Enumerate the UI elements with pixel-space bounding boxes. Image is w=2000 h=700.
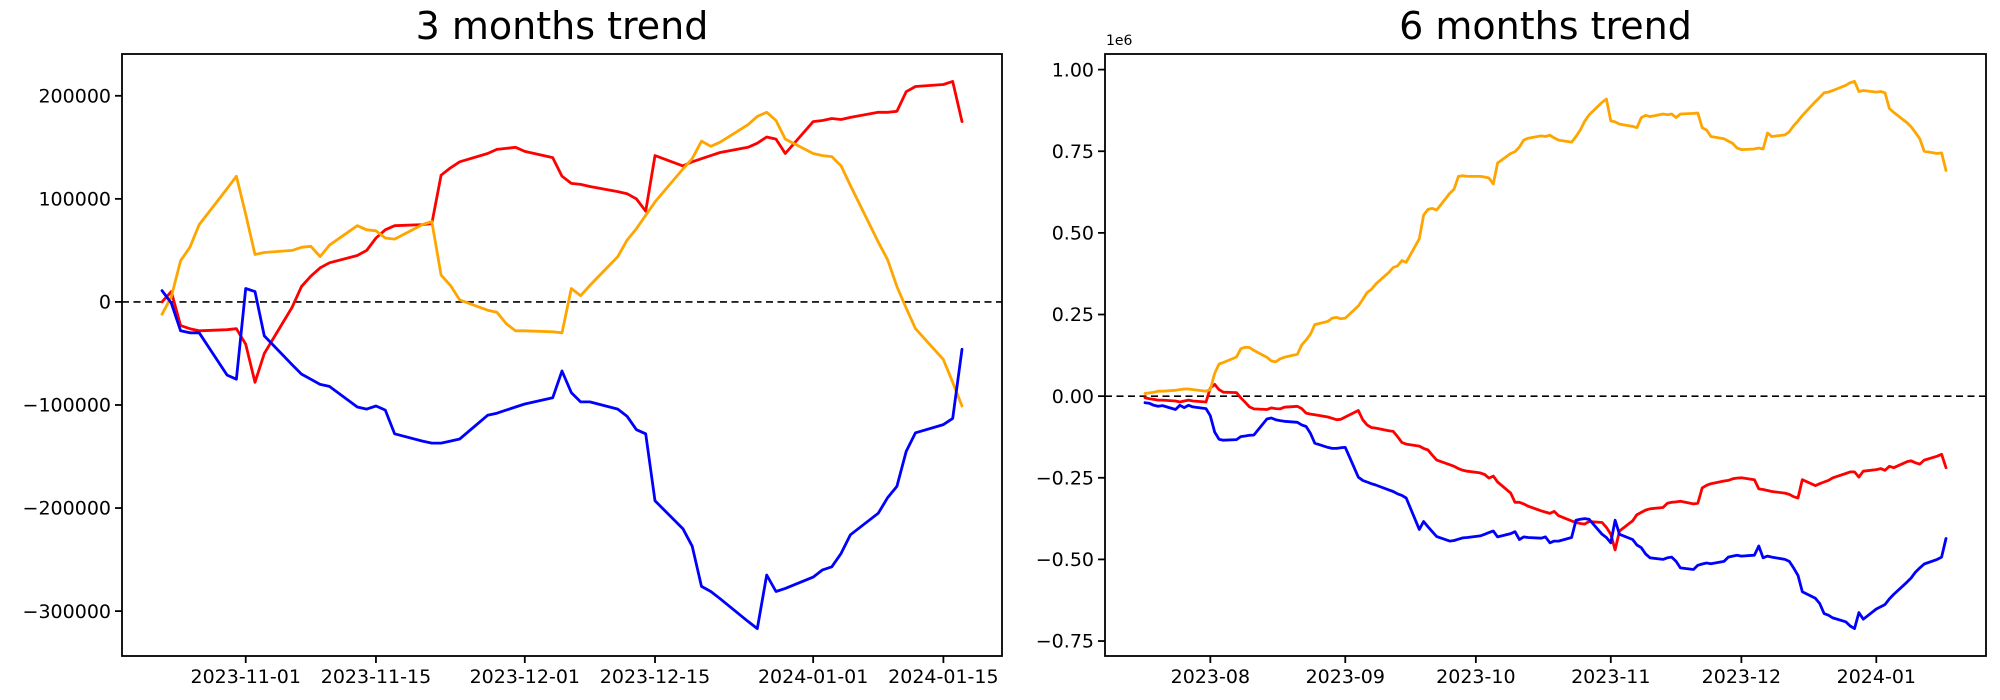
x-tick-label: 2024-01-01 bbox=[758, 666, 868, 688]
y-axis-offset-label: 1e6 bbox=[1106, 33, 1133, 49]
x-tick-label: 2023-10 bbox=[1436, 666, 1515, 688]
series-blue-line bbox=[1143, 401, 1948, 630]
y-tick-label: 0.25 bbox=[1052, 304, 1094, 326]
series-red-line bbox=[160, 80, 964, 384]
right-chart-title: 6 months trend bbox=[1399, 4, 1692, 48]
y-tick-label: 100000 bbox=[38, 189, 111, 211]
x-tick-label: 2023-09 bbox=[1306, 666, 1385, 688]
x-tick-label: 2023-12 bbox=[1702, 666, 1781, 688]
series-orange-line bbox=[160, 110, 964, 408]
x-tick-label: 2023-11 bbox=[1571, 666, 1650, 688]
y-tick-label: −100000 bbox=[23, 395, 111, 417]
axes-spines bbox=[1104, 53, 1987, 657]
x-tick-label: 2024-01 bbox=[1837, 666, 1916, 688]
y-tick-label: 0.75 bbox=[1052, 141, 1094, 163]
axes-spines bbox=[121, 53, 1003, 657]
x-tick-label: 2024-01-15 bbox=[888, 666, 998, 688]
x-tick-label: 2023-12-15 bbox=[600, 666, 710, 688]
y-tick-label: 0 bbox=[99, 292, 111, 314]
x-tick-label: 2023-11-15 bbox=[321, 666, 431, 688]
y-tick-label: 1.00 bbox=[1052, 59, 1094, 81]
y-tick-label: −0.75 bbox=[1036, 631, 1094, 653]
series-orange-line bbox=[1143, 80, 1948, 395]
y-tick-label: −300000 bbox=[23, 601, 111, 623]
left-chart-title: 3 months trend bbox=[415, 4, 709, 48]
series-red-line bbox=[1143, 382, 1948, 552]
y-tick-label: −0.50 bbox=[1036, 549, 1094, 571]
y-tick-label: 200000 bbox=[38, 85, 111, 107]
y-tick-label: −0.25 bbox=[1036, 467, 1094, 489]
y-tick-label: 0.50 bbox=[1052, 223, 1094, 245]
x-tick-label: 2023-12-01 bbox=[470, 666, 580, 688]
series-blue-line bbox=[160, 287, 964, 630]
y-tick-label: −200000 bbox=[23, 498, 111, 520]
x-tick-label: 2023-08 bbox=[1171, 666, 1250, 688]
x-tick-label: 2023-11-01 bbox=[191, 666, 301, 688]
y-tick-label: 0.00 bbox=[1052, 386, 1094, 408]
